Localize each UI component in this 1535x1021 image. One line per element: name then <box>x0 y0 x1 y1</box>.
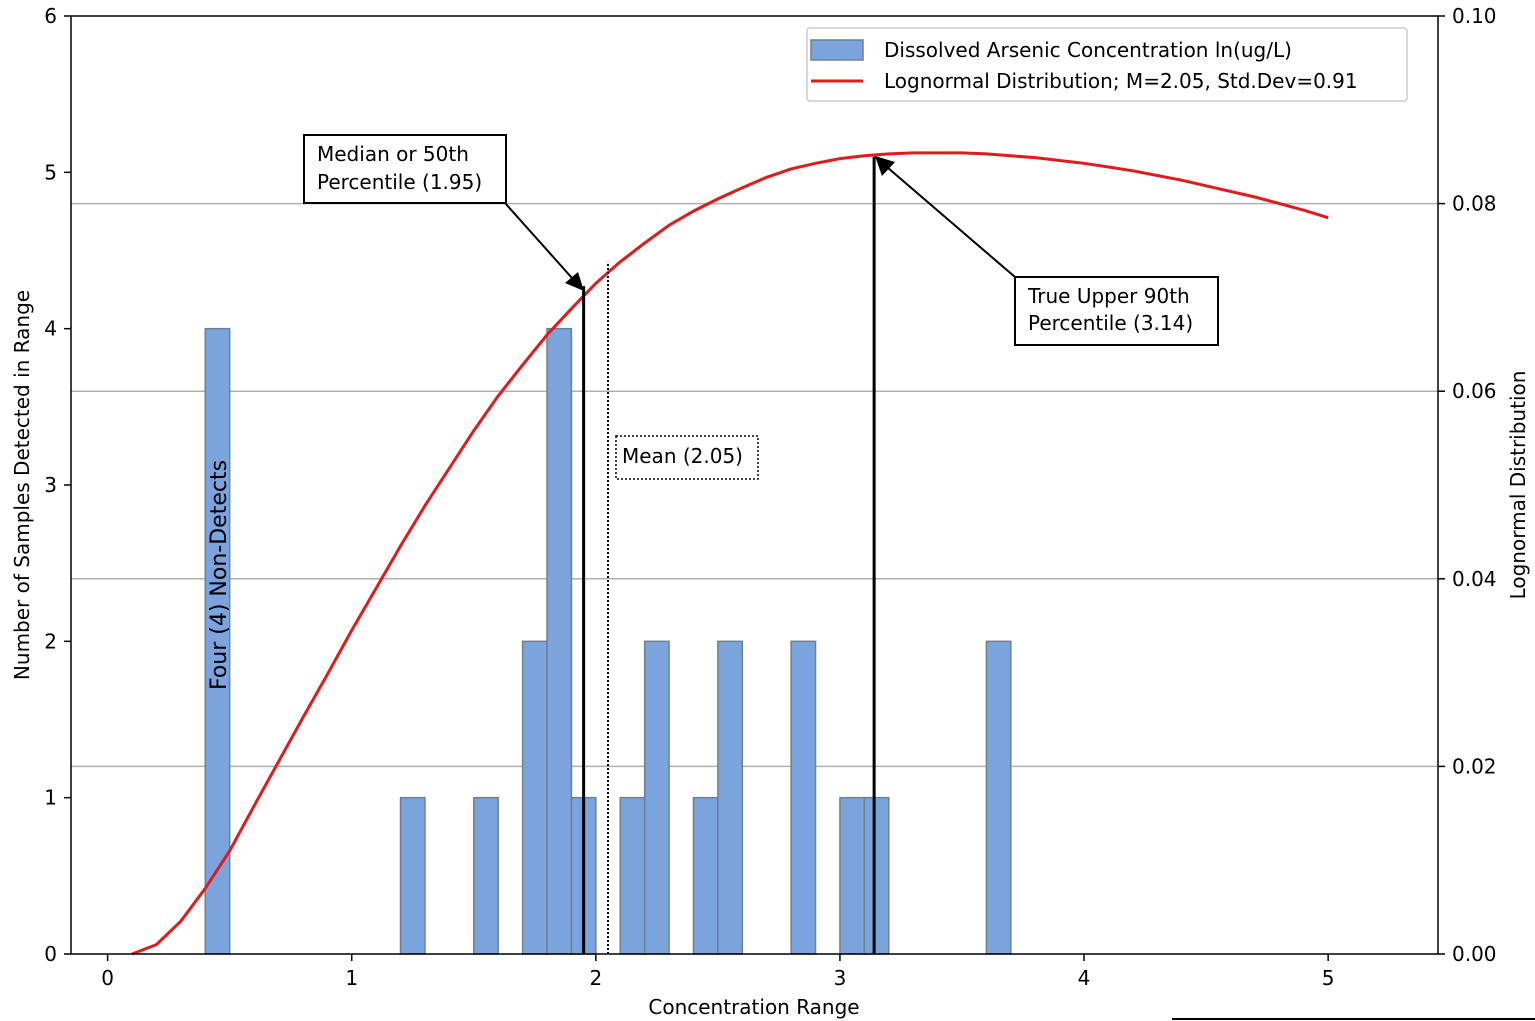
y-tick-label-0: 0 <box>44 942 57 966</box>
plot-frame <box>70 15 1439 955</box>
histogram-bar-4 <box>546 327 573 955</box>
median-annotation-line2: Percentile (1.95) <box>317 170 482 194</box>
y-tick-label-1: 1 <box>44 786 57 810</box>
x-tick-label-1: 1 <box>345 966 358 990</box>
histogram-bar-3 <box>521 640 548 955</box>
x-axis-label: Concentration Range <box>648 995 859 1019</box>
y-tick-label-4: 4 <box>44 317 57 341</box>
histogram-bar-9 <box>717 640 744 955</box>
y2-tick-label-3: 0.06 <box>1452 379 1497 403</box>
histogram-bar-2 <box>473 796 499 955</box>
mean-annotation-text: Mean (2.05) <box>622 444 743 468</box>
y-tick-label-2: 2 <box>44 629 57 653</box>
x-tick-label-4: 4 <box>1078 966 1091 990</box>
x-tick-label-0: 0 <box>101 966 114 990</box>
y-axis-ticks: 0 1 2 3 4 5 6 <box>44 4 71 966</box>
y-tick-label-5: 5 <box>44 160 57 184</box>
y2-axis-label: Lognormal Distribution <box>1506 371 1530 600</box>
y-axis-label: Number of Samples Detected in Range <box>10 290 34 680</box>
histogram-bar-11 <box>839 796 866 955</box>
histogram-bar-13 <box>985 640 1012 955</box>
y2-tick-label-4: 0.08 <box>1452 192 1497 216</box>
mean-annotation: Mean (2.05) <box>615 435 759 480</box>
histogram-bar-6 <box>619 796 646 955</box>
x-tick-label-2: 2 <box>589 966 602 990</box>
histogram-bar-8 <box>692 796 719 955</box>
median-annotation-line1: Median or 50th <box>317 142 469 166</box>
y2-tick-label-5: 0.10 <box>1452 4 1497 28</box>
upper90-annotation: True Upper 90th Percentile (3.14) <box>1014 276 1219 346</box>
percentile-markers <box>582 156 876 954</box>
upper90-annotation-line1: True Upper 90th <box>1027 284 1190 308</box>
y2-tick-label-2: 0.04 <box>1452 567 1497 591</box>
annotation-arrows <box>504 156 1016 291</box>
y2-tick-label-1: 0.02 <box>1452 754 1497 778</box>
y-tick-label-6: 6 <box>44 4 57 28</box>
histogram-bar-1 <box>399 796 426 955</box>
legend-label-histogram: Dissolved Arsenic Concentration ln(ug/L) <box>884 38 1292 62</box>
y2-tick-label-0: 0.00 <box>1452 942 1497 966</box>
x-tick-label-3: 3 <box>834 966 847 990</box>
histogram-bar-12 <box>863 796 890 955</box>
x-axis-ticks: 0 1 2 3 4 5 <box>101 954 1335 990</box>
upper90-annotation-line2: Percentile (3.14) <box>1028 311 1193 335</box>
legend-swatch-histogram <box>810 39 864 61</box>
histogram-bar-7 <box>643 640 670 955</box>
lognormal-curve <box>131 151 1329 956</box>
y-tick-label-3: 3 <box>44 473 57 497</box>
legend-label-curve: Lognormal Distribution; M=2.05, Std.Dev=… <box>884 69 1358 93</box>
y2-axis-ticks: 0.00 0.02 0.04 0.06 0.08 0.10 <box>1438 4 1497 966</box>
x-tick-label-5: 5 <box>1322 966 1335 990</box>
histogram-bar-0 <box>204 327 231 955</box>
median-annotation: Median or 50th Percentile (1.95) <box>303 134 507 204</box>
grid-lines <box>71 202 1438 768</box>
histogram-bar-10 <box>790 640 817 955</box>
nondetects-annotation: Four (4) Non-Detects <box>207 460 232 690</box>
legend: Dissolved Arsenic Concentration ln(ug/L)… <box>806 27 1408 102</box>
